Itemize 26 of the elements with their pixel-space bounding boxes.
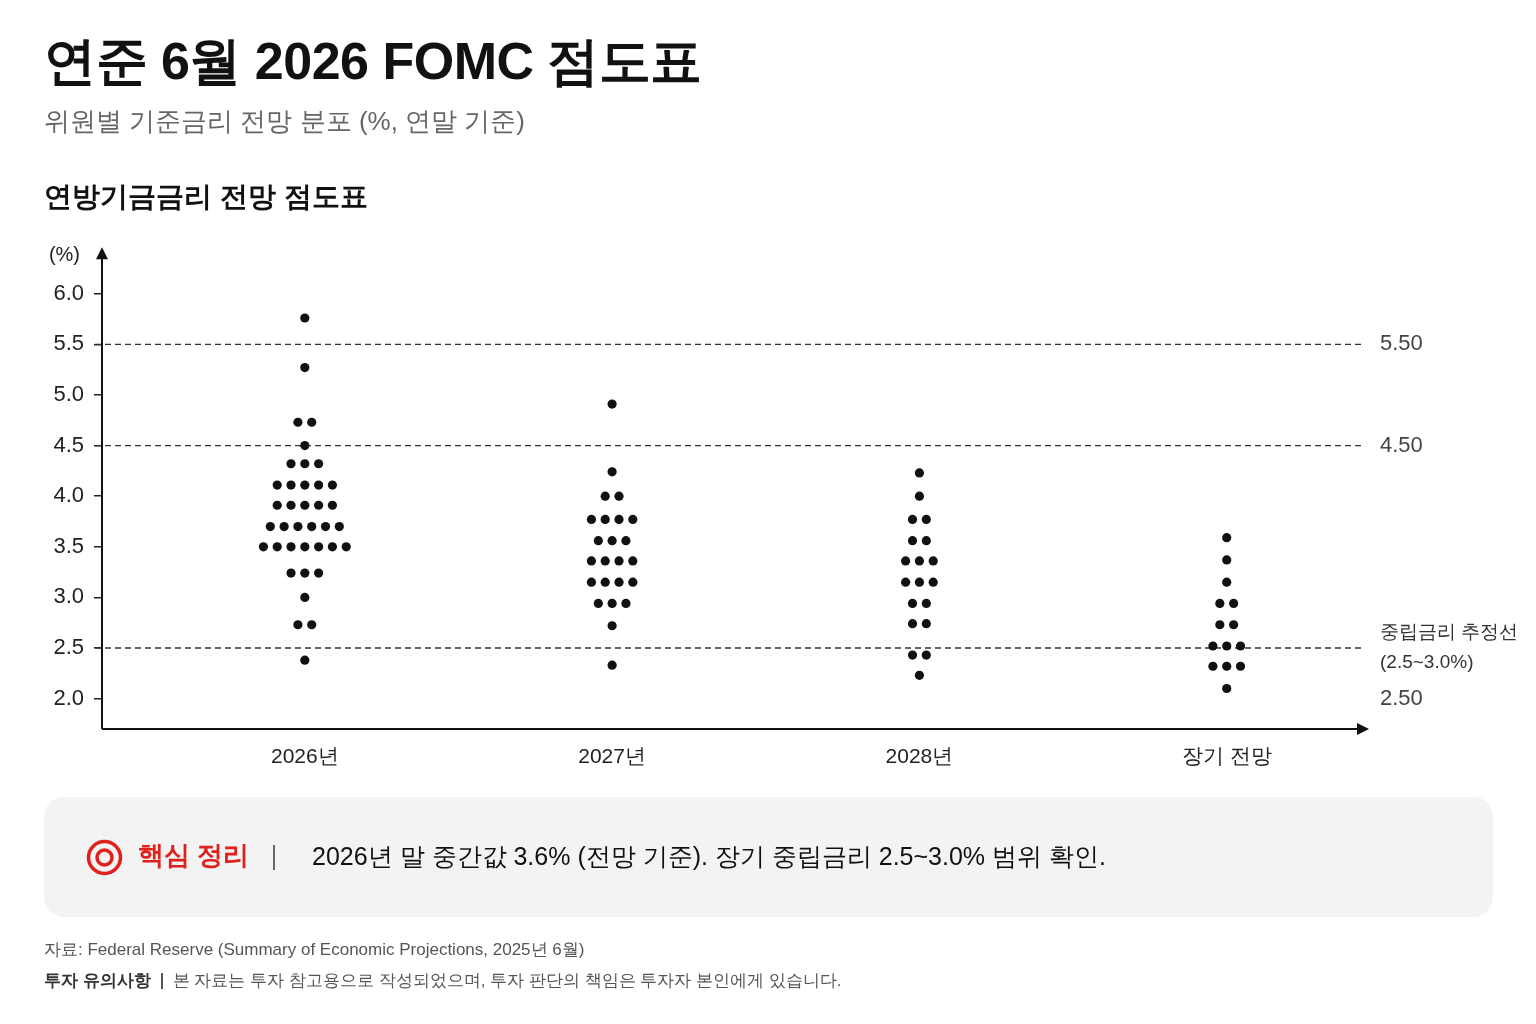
ref-line-label: 5.50 bbox=[1380, 330, 1423, 356]
text: 연방기금금리 전망 점도표 bbox=[44, 180, 368, 214]
chart-title: 연준 6월 2026 FOMC 점도표 bbox=[44, 31, 702, 92]
y-tick-label: 4.0 bbox=[53, 482, 84, 508]
y-tick-label: 6.0 bbox=[53, 279, 84, 305]
y-axis-title: (%) bbox=[48, 242, 80, 265]
text: 2026년 말 중간값 3.6% (전망 기준). 장기 중립금리 2.5~3.0% 범위 확인. bbox=[312, 841, 1106, 871]
text: 핵심 정리 bbox=[138, 840, 250, 872]
y-tick-label: 4.5 bbox=[53, 431, 84, 457]
x-tick-label: 장기 전망 bbox=[1181, 744, 1272, 768]
text: 본 자료는 투자 참고용으로 작성되었으며, 투자 판단의 책임은 투자자 본인에게 있습니다. bbox=[172, 971, 842, 992]
text: 중립금리 추정선 (2.5~3.0%) bbox=[1380, 621, 1519, 673]
y-tick-label: 3.0 bbox=[53, 583, 84, 609]
chart-subtitle: 위원별 기준금리 전망 분포 (%, 연말 기준) bbox=[44, 106, 525, 138]
ref-line-label: 2.50 bbox=[1380, 685, 1423, 711]
y-tick-label: 3.5 bbox=[53, 532, 84, 558]
y-tick-label: 5.0 bbox=[53, 380, 84, 406]
y-tick-label: 2.0 bbox=[53, 684, 84, 710]
y-tick-label: 5.5 bbox=[53, 330, 84, 356]
text: 자료: Federal Reserve (Summary of Economic Projections, 2025년 6월) bbox=[44, 940, 585, 961]
y-tick-label: 2.5 bbox=[53, 634, 84, 660]
text: 투자 유의사항 bbox=[44, 971, 151, 992]
x-tick-label: 2028년 bbox=[885, 744, 954, 768]
ref-line-label: 4.50 bbox=[1380, 431, 1423, 457]
x-tick-label: 2027년 bbox=[578, 744, 646, 768]
x-tick-label: 2026년 bbox=[270, 744, 339, 768]
